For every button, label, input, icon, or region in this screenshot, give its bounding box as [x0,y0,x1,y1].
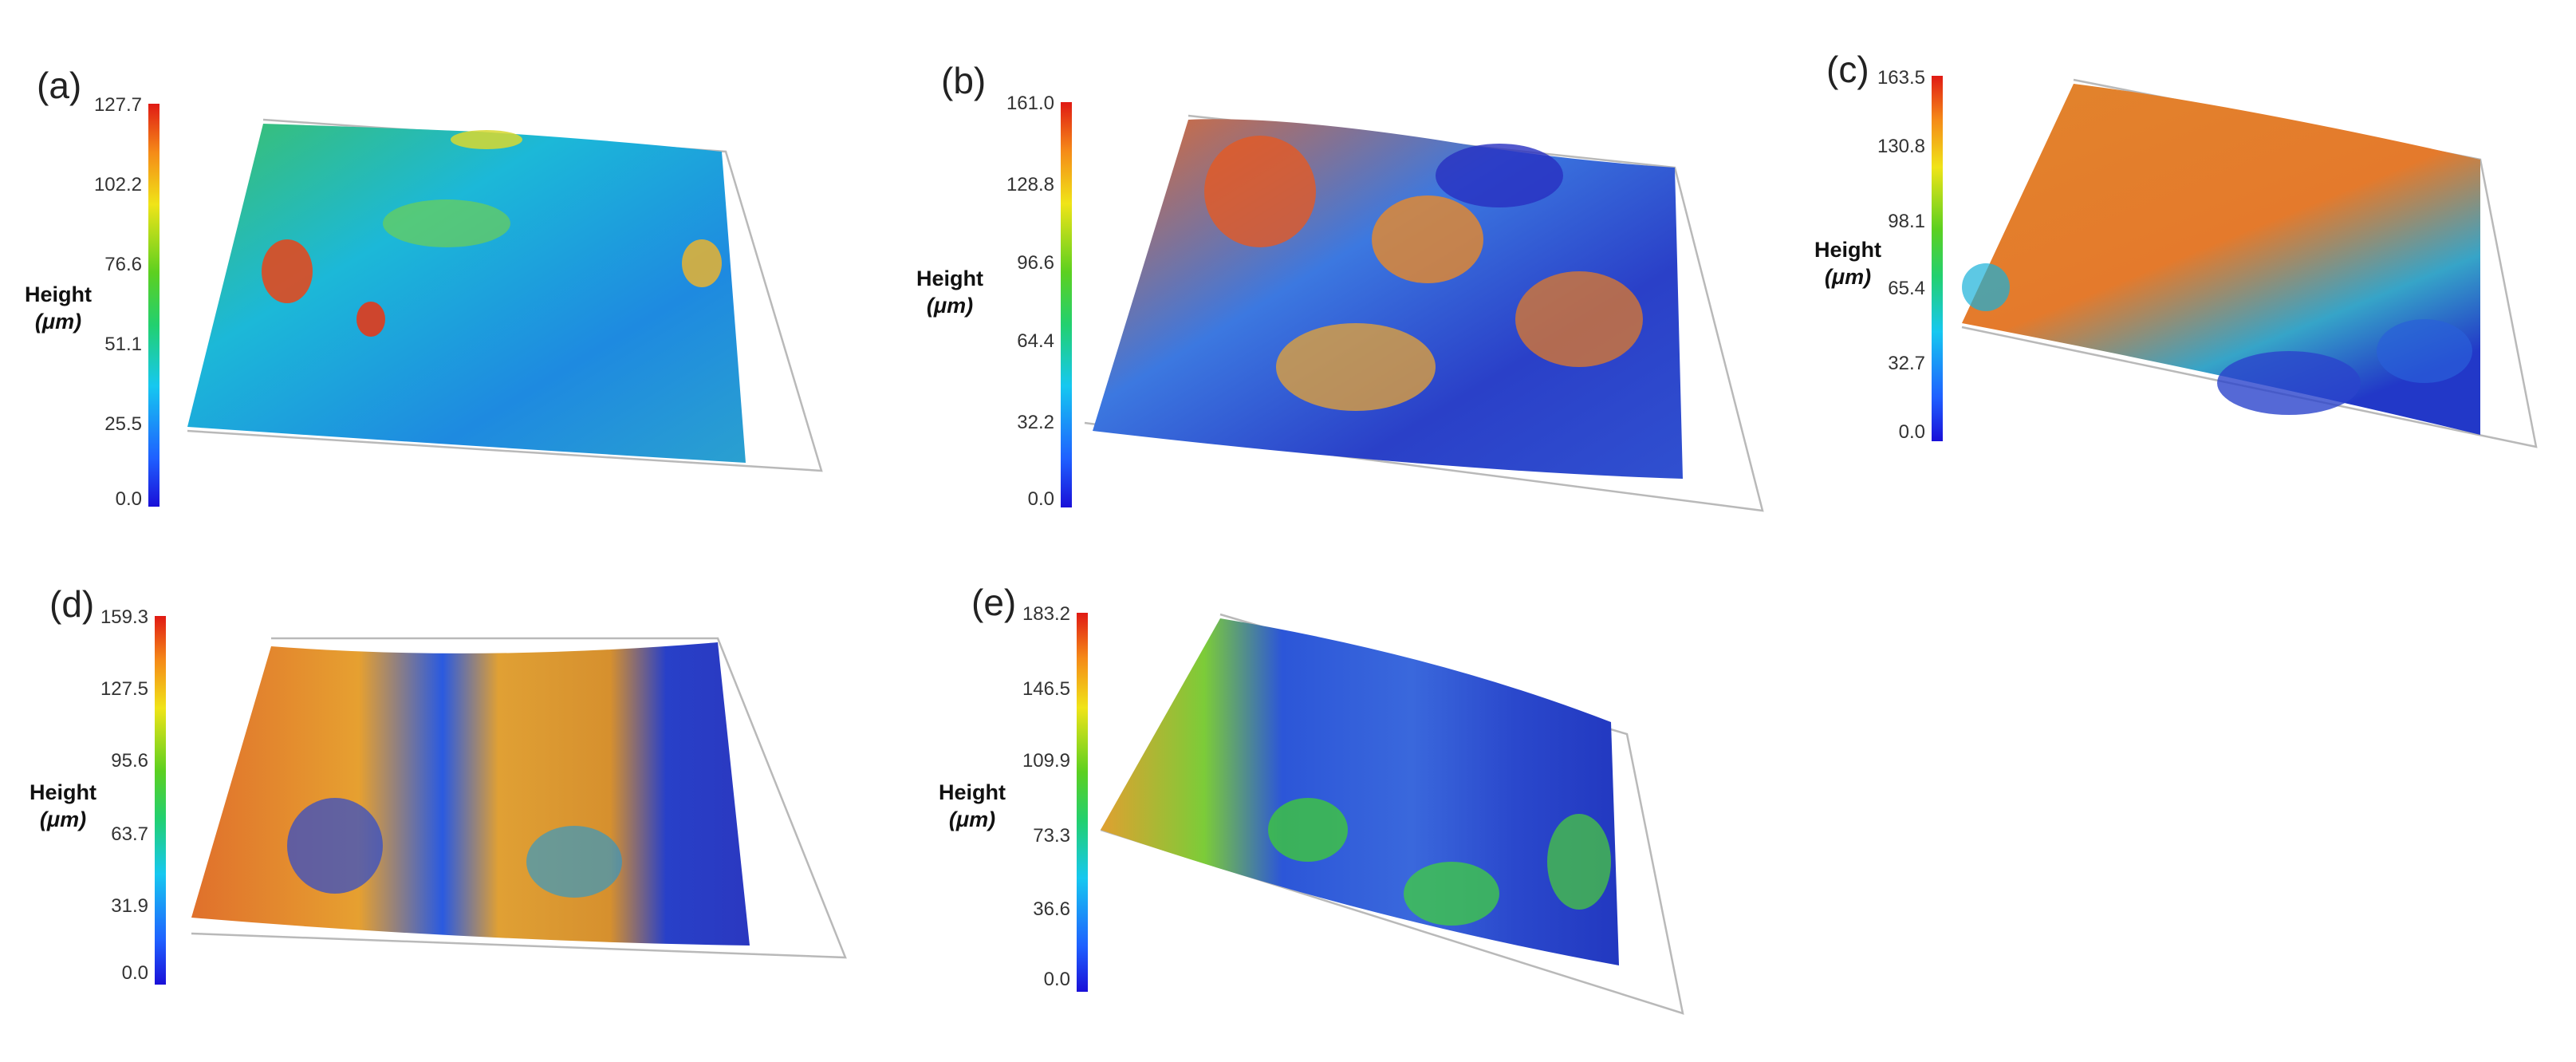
surface-plot-a [187,118,823,472]
valley-c-1 [2217,351,2361,415]
axis-unit-a: (μm) [34,310,82,334]
surface-plot-e [1100,613,1684,1015]
axis-title-d-text: Height [30,780,97,804]
tick-c-0: 163.5 [1877,67,1925,89]
peak-b-4 [1515,271,1643,367]
axis-title-d: Height (μm) [19,779,107,833]
surface-plot-d [191,637,847,959]
panel-label-b: (b) [941,60,987,101]
axis-title-e: Height (μm) [928,779,1016,833]
tick-c-5: 0.0 [1898,421,1925,443]
surface-e [1101,618,1619,965]
tick-b-0: 161.0 [1006,93,1054,114]
axis-title-a: Height (μm) [14,281,102,335]
peak-a-1 [262,239,313,303]
colorbar-d [155,616,166,985]
tick-c-3: 65.4 [1888,278,1925,299]
surface-c [1962,84,2480,435]
tick-b-3: 64.4 [1017,330,1054,352]
ridge-a-3 [383,199,510,247]
tick-b-1: 128.8 [1006,174,1054,195]
axis-unit-b: (μm) [926,294,974,318]
axis-title-c-text: Height [1814,238,1881,262]
tick-d-1: 127.5 [100,678,148,700]
surface-a [187,124,746,463]
peak-b-3 [1276,323,1436,411]
surface-plot-b [1084,114,1764,512]
tick-d-2: 95.6 [111,750,148,772]
ridge-a-2 [682,239,722,287]
tick-a-5: 0.0 [115,488,142,510]
tick-b-2: 96.6 [1017,252,1054,274]
colorbar-e [1077,613,1088,992]
tick-e-4: 36.6 [1033,898,1070,920]
axis-title-a-text: Height [25,282,92,306]
colorbar-a [148,104,160,507]
axis-title-e-text: Height [939,780,1006,804]
tick-e-3: 73.3 [1033,825,1070,847]
ridge-a-1 [451,130,522,149]
tick-c-2: 98.1 [1888,211,1925,232]
valley-d-2 [526,826,622,898]
peak-e-2 [1404,862,1499,926]
tick-d-0: 159.3 [100,606,148,628]
tick-b-4: 32.2 [1017,412,1054,433]
tick-e-2: 109.9 [1022,750,1070,772]
tick-d-4: 31.9 [111,895,148,917]
tick-b-5: 0.0 [1027,488,1054,510]
valley-b-1 [1436,144,1563,207]
axis-unit-e: (μm) [948,807,996,831]
colorbar-b [1061,102,1072,507]
tick-d-5: 0.0 [121,962,148,984]
colorbar-c [1932,76,1943,441]
peak-a-2 [356,302,385,337]
valley-c-3 [1962,263,2010,311]
tick-e-5: 0.0 [1043,969,1070,990]
tick-a-0: 127.7 [93,94,142,116]
tick-a-3: 51.1 [104,334,142,355]
peak-e-1 [1268,798,1348,862]
axis-title-c: Height (μm) [1804,236,1892,290]
peak-b-1 [1204,136,1316,247]
tick-a-4: 25.5 [104,413,142,435]
peak-b-2 [1372,195,1483,283]
tick-e-1: 146.5 [1022,678,1070,700]
tick-c-1: 130.8 [1877,136,1925,157]
surface-plot-c [1961,78,2538,448]
panel-label-c: (c) [1826,49,1869,90]
panel-label-d: (d) [49,583,95,625]
axis-title-b-text: Height [916,266,983,290]
axis-title-b: Height (μm) [906,265,994,319]
valley-d-1 [287,798,383,894]
peak-e-3 [1547,814,1611,910]
axis-unit-d: (μm) [39,807,87,831]
tick-c-4: 32.7 [1888,353,1925,374]
bounding-box-d [191,637,847,959]
tick-a-1: 102.2 [93,174,142,195]
tick-a-2: 76.6 [104,254,142,275]
panel-label-e: (e) [971,582,1017,623]
valley-c-2 [2377,319,2472,383]
tick-e-0: 183.2 [1022,603,1070,625]
tick-d-3: 63.7 [111,823,148,845]
axis-unit-c: (μm) [1824,265,1872,289]
panel-label-a: (a) [37,65,82,106]
